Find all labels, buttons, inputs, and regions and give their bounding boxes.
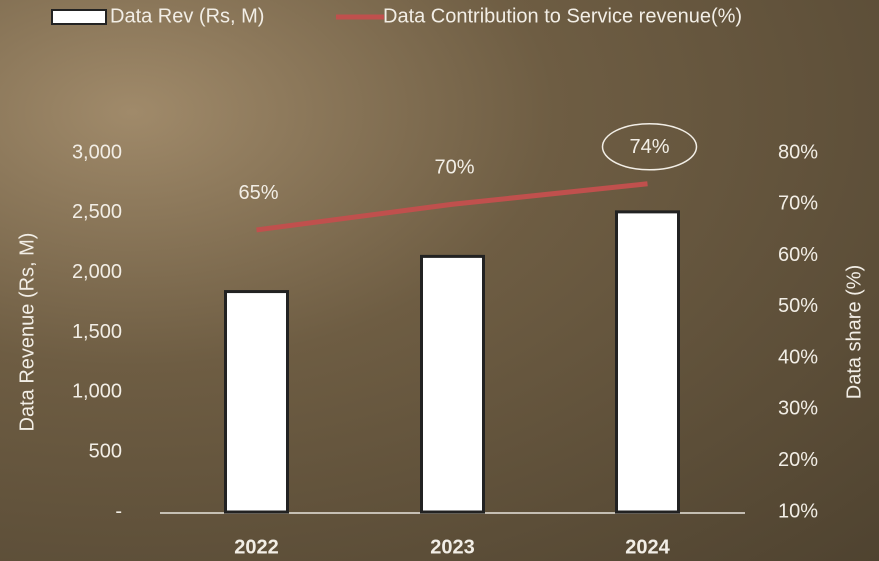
data-label: 74% [629,136,669,158]
data-label: 2,508 [622,471,672,493]
y2-tick-label: 10% [778,500,818,522]
y2-axis-title: Data share (%) [843,265,865,400]
x-tick-label: 2023 [430,536,475,558]
legend-label: Data Contribution to Service revenue(%) [383,5,742,27]
bar [617,212,679,512]
y2-tick-label: 70% [778,193,818,215]
x-tick-label: 2024 [625,536,670,558]
data-label: 1,842 [231,471,281,493]
line [257,184,648,230]
y-tick-label: 2,500 [72,201,122,223]
y-tick-label: - [115,500,122,522]
data-label: 2,136 [427,471,477,493]
y-tick-label: 3,000 [72,141,122,163]
x-tick-label: 2022 [234,536,279,558]
y2-tick-label: 80% [778,141,818,163]
y-tick-label: 2,000 [72,261,122,283]
y2-tick-label: 60% [778,244,818,266]
data-label: 70% [434,157,474,179]
y2-tick-label: 50% [778,295,818,317]
y-axis-title: Data Revenue (Rs, M) [16,233,38,432]
legend-swatch [52,10,106,24]
chart: Data Revenue (Rs, M) Data share (%) - 500… [0,0,879,561]
data-label: 65% [238,182,278,204]
legend-label: Data Rev (Rs, M) [110,5,264,27]
y-tick-label: 1,000 [72,381,122,403]
page: {"chart_data": {"type": "bar", "y_label"… [0,0,879,561]
y2-tick-label: 30% [778,398,818,420]
y2-tick-label: 40% [778,346,818,368]
y2-tick-label: 20% [778,449,818,471]
y-tick-label: 500 [89,440,122,462]
y-tick-label: 1,500 [72,321,122,343]
